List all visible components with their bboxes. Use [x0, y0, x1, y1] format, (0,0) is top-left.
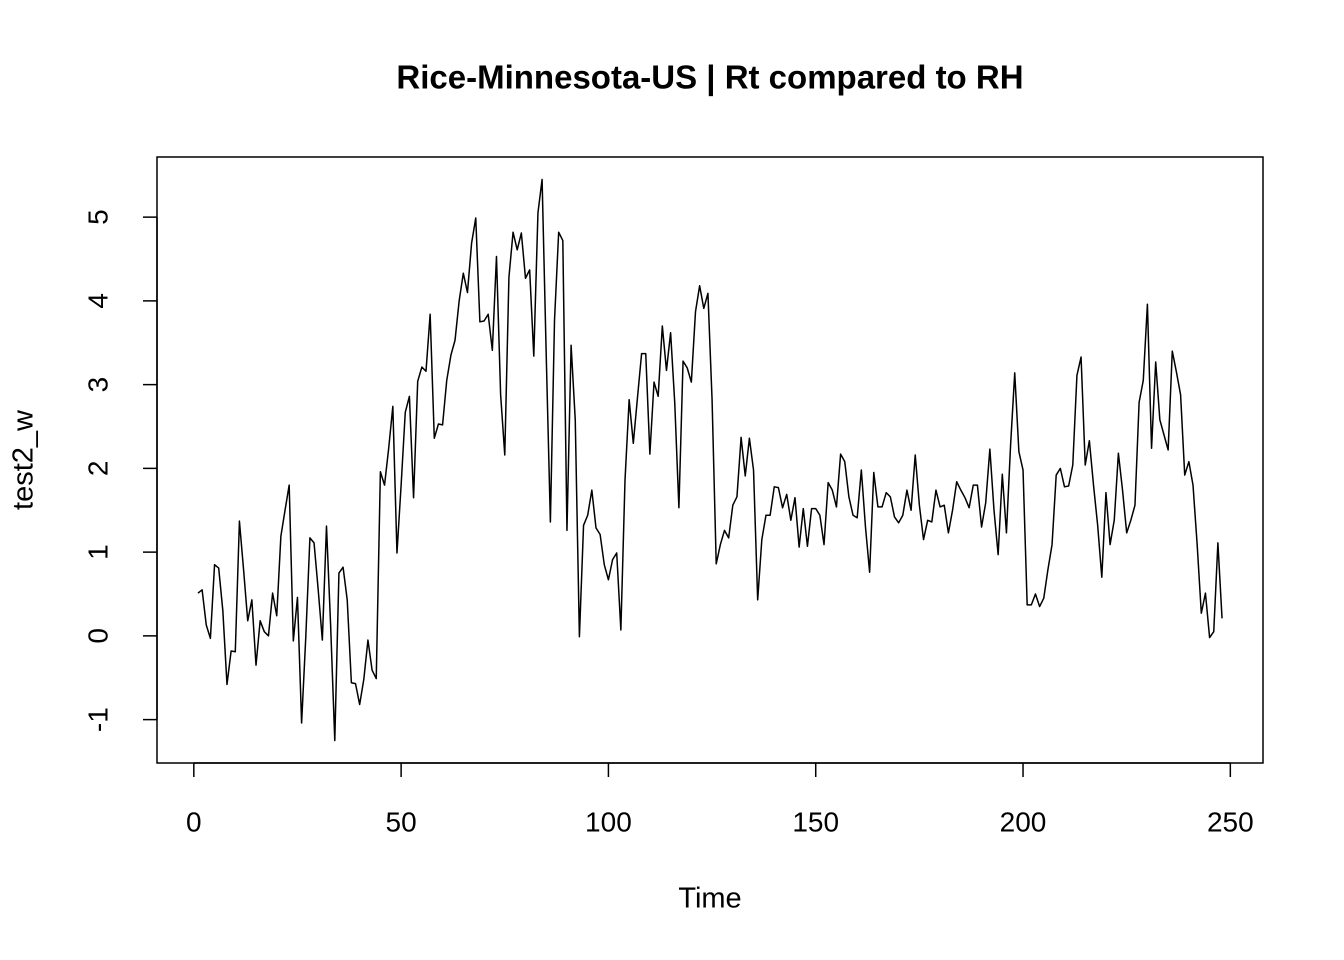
- series-line: [197, 178, 1223, 742]
- y-tick-label: 3: [82, 377, 113, 393]
- y-tick-label: -1: [82, 707, 113, 732]
- x-tick-label: 50: [386, 806, 417, 837]
- y-tick-label: 1: [82, 544, 113, 560]
- x-tick-label: 200: [1000, 806, 1047, 837]
- y-tick-label: 0: [82, 628, 113, 644]
- x-axis-title: Time: [678, 883, 741, 915]
- x-tick-label: 100: [585, 806, 632, 837]
- y-axis-title: test2_w: [8, 409, 40, 510]
- y-tick-label: 2: [82, 461, 113, 477]
- x-tick-label: 250: [1207, 806, 1254, 837]
- x-tick-label: 0: [186, 806, 202, 837]
- x-tick-label: 150: [792, 806, 839, 837]
- chart-title: Rice-Minnesota-US | Rt compared to RH: [396, 59, 1023, 96]
- y-tick-label: 5: [82, 209, 113, 225]
- y-tick-label: 4: [82, 293, 113, 309]
